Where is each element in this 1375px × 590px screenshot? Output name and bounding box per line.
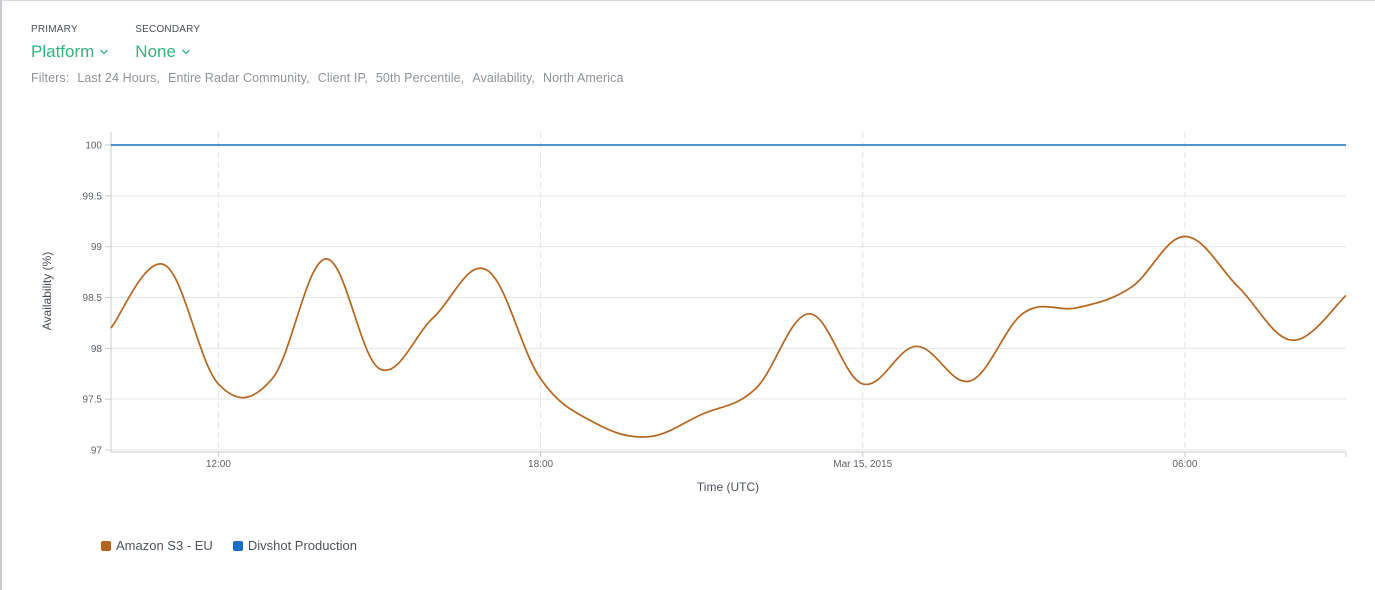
filter-item[interactable]: Availability [472, 71, 535, 85]
secondary-selector[interactable]: SECONDARY None [135, 24, 200, 62]
chevron-down-icon [181, 49, 190, 55]
filter-item[interactable]: Client IP [318, 71, 368, 85]
x-tick-label: 06:00 [1172, 459, 1197, 470]
legend-label: Amazon S3 - EU [116, 538, 213, 553]
legend-item-divshot-production[interactable]: Divshot Production [232, 538, 357, 553]
filter-item[interactable]: Last 24 Hours [77, 71, 160, 85]
x-tick-label: 12:00 [206, 459, 231, 470]
filter-item[interactable]: 50th Percentile [376, 71, 464, 85]
legend-label: Divshot Production [247, 538, 357, 553]
y-tick-label: 97.5 [83, 395, 103, 406]
y-tick-label: 97 [91, 446, 103, 457]
y-tick-label: 98.5 [83, 293, 103, 304]
dimension-selectors: PRIMARY Platform SECONDARY None [31, 24, 200, 62]
filters-bar: Filters: Last 24 Hours Entire Radar Comm… [31, 71, 632, 85]
secondary-value: None [135, 42, 176, 61]
legend-swatch [101, 540, 111, 551]
grid [111, 132, 1346, 452]
secondary-dropdown[interactable]: None [135, 42, 200, 62]
filter-item[interactable]: North America [543, 71, 624, 85]
primary-label: PRIMARY [31, 24, 78, 35]
legend-swatch [232, 540, 243, 551]
filter-item[interactable]: Entire Radar Community [168, 71, 310, 85]
y-tick-label: 99.5 [83, 191, 103, 202]
chevron-down-icon [100, 49, 109, 55]
axes: 97 97.5 98 98.5 99 99.5 100 12:00 18:00 Mar 15, 2… [83, 132, 1347, 470]
y-tick-label: 98 [91, 344, 103, 355]
series-line-amazon-s3-eu [110, 235, 1347, 438]
filters-label: Filters: [31, 71, 70, 85]
x-tick-label: 18:00 [528, 459, 553, 470]
primary-selector[interactable]: PRIMARY Platform [31, 24, 109, 62]
y-tick-label: 100 [85, 141, 102, 152]
secondary-label: SECONDARY [135, 24, 201, 35]
primary-dropdown[interactable]: Platform [31, 42, 109, 62]
series [110, 144, 1347, 438]
legend-item-amazon-s3-eu[interactable]: Amazon S3 - EU [101, 538, 213, 553]
x-tick-label: Mar 15, 2015 [833, 459, 892, 470]
y-axis-label: Availability (%) [40, 252, 54, 330]
chart-legend: Amazon S3 - EU Divshot Production [101, 538, 357, 553]
primary-value: Platform [31, 42, 95, 61]
x-axis-label: Time (UTC) [697, 480, 759, 494]
y-tick-label: 99 [91, 242, 103, 253]
